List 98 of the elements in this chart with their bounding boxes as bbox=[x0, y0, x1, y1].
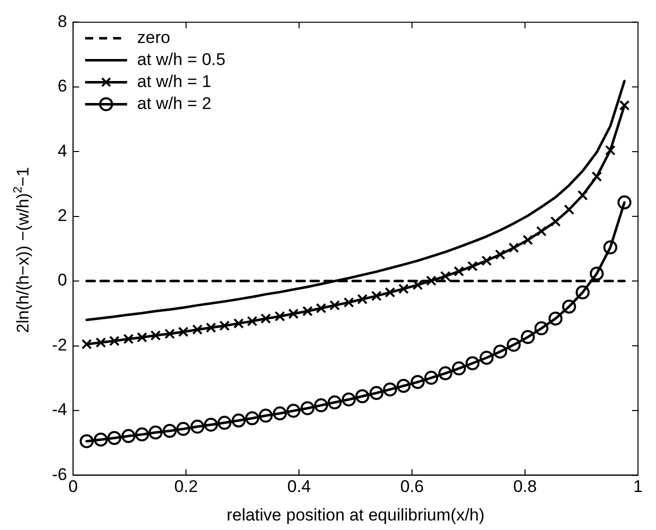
point bbox=[164, 328, 175, 340]
point bbox=[204, 418, 218, 432]
point bbox=[508, 242, 519, 253]
point bbox=[121, 429, 136, 444]
point bbox=[605, 145, 616, 156]
x-tick-label: 0.4 bbox=[287, 477, 311, 496]
point bbox=[480, 350, 494, 365]
point bbox=[233, 318, 244, 329]
point bbox=[548, 312, 563, 326]
point bbox=[577, 190, 588, 201]
point bbox=[96, 337, 106, 348]
point bbox=[109, 336, 120, 346]
point bbox=[452, 361, 466, 376]
point bbox=[384, 287, 396, 298]
point bbox=[520, 330, 535, 344]
point bbox=[176, 422, 190, 436]
x-axis-title: relative position at equilibrium(x/h) bbox=[226, 505, 485, 524]
y-tick-label: 4 bbox=[58, 141, 68, 160]
point bbox=[383, 382, 398, 396]
point bbox=[506, 338, 521, 352]
point bbox=[245, 411, 260, 426]
x-tick-label: 0.8 bbox=[513, 477, 537, 496]
point bbox=[440, 270, 451, 282]
legend-label: at w/h = 2 bbox=[137, 94, 212, 113]
point bbox=[438, 366, 452, 380]
point bbox=[274, 311, 286, 322]
point bbox=[94, 432, 108, 447]
point bbox=[562, 300, 576, 314]
x-tick-label: 0.6 bbox=[400, 477, 424, 496]
point bbox=[107, 430, 122, 445]
legend-label: at w/h = 0.5 bbox=[137, 50, 226, 69]
point bbox=[123, 334, 134, 344]
point bbox=[564, 204, 574, 215]
point bbox=[232, 414, 246, 428]
y-tick-label: 8 bbox=[58, 12, 68, 31]
point bbox=[80, 434, 94, 448]
x-tick-label: 1 bbox=[633, 477, 643, 496]
point bbox=[619, 100, 630, 111]
point bbox=[150, 330, 161, 341]
point bbox=[342, 392, 356, 406]
point bbox=[162, 424, 177, 438]
point bbox=[522, 234, 534, 246]
point bbox=[576, 285, 590, 300]
point bbox=[357, 294, 368, 304]
point bbox=[190, 420, 204, 434]
y-tick-label: 6 bbox=[58, 76, 68, 96]
point bbox=[148, 425, 163, 440]
point bbox=[426, 275, 436, 286]
x-tick-label: 0.2 bbox=[174, 477, 198, 496]
point bbox=[424, 370, 438, 385]
point bbox=[617, 195, 632, 210]
point bbox=[192, 324, 203, 335]
legend-label: at w/h = 1 bbox=[137, 72, 212, 91]
point bbox=[396, 378, 411, 393]
point bbox=[371, 290, 382, 302]
point bbox=[314, 398, 328, 412]
point bbox=[302, 306, 313, 316]
point bbox=[355, 389, 370, 404]
point bbox=[246, 316, 258, 326]
point bbox=[300, 401, 315, 416]
point bbox=[590, 266, 604, 281]
point bbox=[316, 302, 326, 314]
y-tick-label: -4 bbox=[52, 400, 68, 420]
point bbox=[81, 338, 92, 350]
point bbox=[178, 326, 189, 338]
point bbox=[219, 320, 230, 331]
point bbox=[493, 344, 508, 359]
point bbox=[369, 386, 384, 400]
y-tick-label: -6 bbox=[52, 464, 68, 484]
point bbox=[328, 395, 342, 410]
point bbox=[260, 313, 271, 324]
legend-label: zero bbox=[137, 28, 170, 47]
point bbox=[467, 260, 478, 272]
point bbox=[465, 356, 480, 370]
point bbox=[344, 297, 354, 308]
point bbox=[398, 284, 409, 294]
y-tick-label: 0 bbox=[58, 270, 68, 290]
point bbox=[481, 255, 492, 266]
point bbox=[218, 416, 232, 430]
point bbox=[550, 216, 561, 227]
point bbox=[536, 226, 547, 236]
point bbox=[412, 280, 423, 290]
y-tick-label: 2 bbox=[58, 206, 68, 226]
y-tick-label: -2 bbox=[52, 335, 68, 354]
point bbox=[286, 404, 300, 418]
point bbox=[592, 171, 602, 182]
point bbox=[603, 240, 618, 254]
point bbox=[410, 375, 425, 390]
point bbox=[272, 406, 287, 420]
point bbox=[454, 266, 464, 277]
point bbox=[329, 300, 340, 311]
point bbox=[288, 308, 299, 319]
point bbox=[258, 408, 273, 423]
point bbox=[206, 322, 216, 333]
point bbox=[534, 321, 548, 336]
point bbox=[136, 332, 148, 343]
point bbox=[494, 249, 506, 260]
point bbox=[135, 427, 150, 442]
